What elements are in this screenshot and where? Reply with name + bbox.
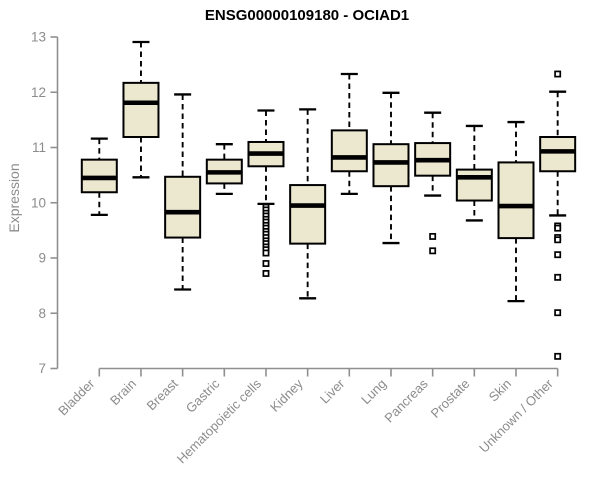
box-group-pancreas: [414, 111, 452, 255]
chart-title: ENSG00000109180 - OCIAD1: [204, 7, 410, 24]
outlier-point: [429, 233, 437, 240]
y-tick-label: 11: [32, 140, 46, 155]
outlier-point: [554, 251, 562, 259]
box-group-brain: [122, 40, 160, 179]
box-group-skin: [497, 120, 535, 303]
y-tick-label: 7: [38, 361, 46, 376]
iqr-box: [164, 175, 202, 239]
iqr-box: [497, 161, 535, 240]
outlier-point: [429, 247, 437, 255]
box-group-bladder: [80, 137, 118, 217]
box-group-gastric: [205, 143, 243, 196]
outlier-point: [554, 236, 562, 244]
y-axis: 7 8 9 10 11 12 13: [31, 30, 59, 376]
y-tick-label: 8: [38, 306, 46, 321]
y-tick-label: 10: [31, 195, 46, 210]
outlier-point: [554, 70, 562, 78]
outlier-point: [554, 273, 562, 281]
y-tick-label: 9: [38, 251, 46, 266]
box-group-prostate: [455, 124, 493, 222]
outlier-point: [262, 249, 270, 257]
outlier-point: [554, 352, 562, 360]
outlier-point: [262, 270, 270, 277]
box-group-kidney: [289, 108, 327, 300]
y-axis-title: Expression: [6, 163, 22, 233]
iqr-box: [122, 81, 160, 139]
iqr-box: [330, 129, 368, 173]
box-group-hematopoietic-cells: [247, 109, 285, 277]
iqr-box: [372, 143, 410, 188]
outlier-point: [262, 260, 270, 267]
iqr-box: [455, 168, 493, 202]
outlier-point: [554, 309, 562, 317]
box-group-unknown-other: [539, 70, 577, 360]
box-group-lung: [372, 91, 410, 245]
y-tick-label: 13: [31, 30, 46, 45]
outlier-point: [554, 224, 562, 232]
box-group-liver: [330, 72, 368, 196]
iqr-box: [289, 184, 327, 245]
iqr-box: [539, 136, 577, 173]
y-tick-label: 12: [31, 85, 46, 100]
box-group-breast: [164, 93, 202, 291]
